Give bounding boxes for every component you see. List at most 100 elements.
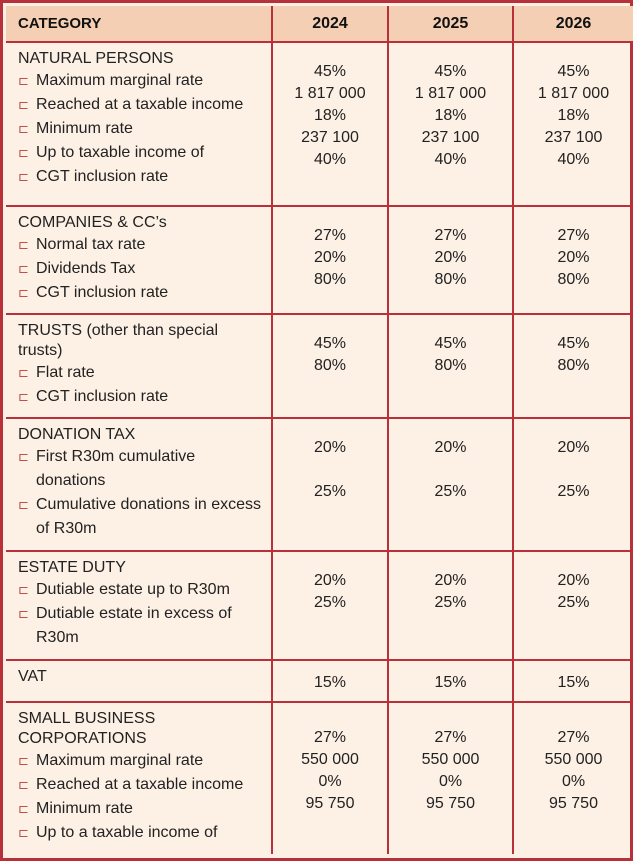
rate-value: 40% <box>313 151 347 168</box>
bracket-bullet-icon: ⊏ <box>18 237 29 252</box>
list-item: ⊏ Up to a taxable income of <box>18 821 267 845</box>
rate-value: 15% <box>434 674 467 691</box>
item-label: Reached at a taxable income <box>36 96 244 113</box>
rate-value: 0% <box>318 773 342 790</box>
bracket-bullet-icon: ⊏ <box>18 582 29 597</box>
rate-value: 27% <box>557 227 590 244</box>
bracket-bullet-icon: ⊏ <box>18 777 29 792</box>
table-row: SMALL BUSINESS CORPORATIONS ⊏ Maximum margi… <box>6 702 633 854</box>
header-year-2025: 2025 <box>388 6 514 43</box>
rate-value: 20% <box>557 439 590 456</box>
table-row: ESTATE DUTY ⊏ Dutiable estate up to R30m ⊏ D… <box>6 551 633 661</box>
list-item: ⊏ CGT inclusion rate <box>18 165 267 189</box>
bracket-bullet-icon: ⊏ <box>18 449 29 464</box>
item-label: Maximum marginal rate <box>36 72 204 89</box>
category-heading: COMPANIES & CC’s <box>18 214 167 231</box>
category-heading: ESTATE DUTY <box>18 559 126 576</box>
rate-value: 20% <box>434 572 467 589</box>
list-item: ⊏ Minimum rate <box>18 117 267 141</box>
item-label: Flat rate <box>36 364 95 381</box>
bracket-bullet-icon: ⊏ <box>18 285 29 300</box>
rate-value: 45% <box>313 63 347 80</box>
rate-value: 45% <box>557 63 590 80</box>
rate-value: 20% <box>557 249 590 266</box>
rate-value: 80% <box>557 357 590 374</box>
rate-value: 80% <box>434 357 467 374</box>
value-cell-2026: 45% 1 817 000 18% 237 100 40% <box>513 42 633 207</box>
rate-value: 18% <box>434 107 467 124</box>
value-cell-2024: 27% 550 000 0% 95 750 <box>272 702 389 854</box>
rate-value: 40% <box>557 151 590 168</box>
list-item: ⊏ Dividends Tax <box>18 257 267 281</box>
value-cell-2025: 20% 25% <box>388 418 514 552</box>
category-cell-estate-duty: ESTATE DUTY ⊏ Dutiable estate up to R30m ⊏ D… <box>6 551 273 661</box>
rate-value: 25% <box>557 594 590 611</box>
item-label: Dividends Tax <box>36 260 136 277</box>
list-item: ⊏ Up to taxable income of <box>18 141 267 165</box>
category-heading: TRUSTS (other than special <box>18 322 219 339</box>
rate-value: 237 100 <box>301 129 359 146</box>
table-row: DONATION TAX ⊏ First R30m cumulative donati… <box>6 418 633 552</box>
item-label: Minimum rate <box>36 800 133 817</box>
table-body: NATURAL PERSONS ⊏ Maximum marginal rate ⊏ Re… <box>6 42 633 854</box>
rate-value: 25% <box>434 594 467 611</box>
rate-value: 45% <box>434 63 467 80</box>
rate-value: 27% <box>313 729 347 746</box>
item-label: of R30m <box>36 520 97 537</box>
rate-value: 20% <box>434 439 467 456</box>
table-row: VAT 15% 15% 15% <box>6 660 633 703</box>
value-cell-2024: 20% 25% <box>272 418 389 552</box>
item-label: CGT inclusion rate <box>36 284 169 301</box>
table-row: COMPANIES & CC’s ⊏ Normal tax rate ⊏ Dividen… <box>6 206 633 315</box>
list-item: ⊏ Cumulative donations in excess of R30m <box>18 493 267 541</box>
item-label: Cumulative donations in excess <box>36 496 262 513</box>
rate-value: 0% <box>438 773 463 790</box>
item-label: Reached at a taxable income <box>36 776 244 793</box>
item-label: First R30m cumulative <box>36 448 196 465</box>
category-heading: VAT <box>18 668 47 685</box>
rate-value: 25% <box>313 483 347 500</box>
category-cell-vat: VAT <box>6 660 273 703</box>
category-cell-natural-persons: NATURAL PERSONS ⊏ Maximum marginal rate ⊏ Re… <box>6 42 273 207</box>
item-label: Maximum marginal rate <box>36 752 204 769</box>
rate-value: 95 750 <box>549 795 598 812</box>
rate-value: 80% <box>313 357 347 374</box>
value-cell-2024: 20% 25% <box>272 551 389 661</box>
category-heading: CORPORATIONS <box>18 730 147 747</box>
value-cell-2026: 27% 550 000 0% 95 750 <box>513 702 633 854</box>
rate-value: 20% <box>313 249 347 266</box>
bracket-bullet-icon: ⊏ <box>18 97 29 112</box>
list-item: ⊏ CGT inclusion rate <box>18 281 267 305</box>
bracket-bullet-icon: ⊏ <box>18 261 29 276</box>
value-cell-2026: 15% <box>513 660 633 703</box>
list-item: ⊏ Flat rate <box>18 361 267 385</box>
rate-value: 95 750 <box>305 795 355 812</box>
value-cell-2025: 27% 550 000 0% 95 750 <box>388 702 514 854</box>
value-cell-2026: 20% 25% <box>513 418 633 552</box>
category-heading: DONATION TAX <box>18 426 136 443</box>
tax-rates-table: CATEGORY 2024 2025 2026 NATURAL PERSONS ⊏… <box>6 6 633 854</box>
table-row: TRUSTS (other than special trusts) ⊏ Flat r… <box>6 314 633 419</box>
category-heading: trusts) <box>18 342 63 359</box>
bracket-bullet-icon: ⊏ <box>18 121 29 136</box>
rate-value: 25% <box>313 594 347 611</box>
rate-value: 1 817 000 <box>414 85 487 102</box>
rate-value: 18% <box>557 107 590 124</box>
category-heading: NATURAL PERSONS <box>18 50 174 67</box>
item-label: Normal tax rate <box>36 236 146 253</box>
bracket-bullet-icon: ⊏ <box>18 801 29 816</box>
value-cell-2025: 15% <box>388 660 514 703</box>
list-item: ⊏ First R30m cumulative donations <box>18 445 267 493</box>
rate-value: 80% <box>557 271 590 288</box>
header-year-2024: 2024 <box>272 6 389 43</box>
value-cell-2025: 45% 1 817 000 18% 237 100 40% <box>388 42 514 207</box>
item-label: CGT inclusion rate <box>36 388 169 405</box>
category-cell-companies: COMPANIES & CC’s ⊏ Normal tax rate ⊏ Dividen… <box>6 206 273 315</box>
category-cell-small-business: SMALL BUSINESS CORPORATIONS ⊏ Maximum margi… <box>6 702 273 854</box>
rate-value: 27% <box>557 729 590 746</box>
bracket-bullet-icon: ⊏ <box>18 497 29 512</box>
category-cell-trusts: TRUSTS (other than special trusts) ⊏ Flat r… <box>6 314 273 419</box>
list-item: ⊏ Reached at a taxable income <box>18 93 267 117</box>
category-heading: SMALL BUSINESS <box>18 710 156 727</box>
item-label: Dutiable estate up to R30m <box>36 581 230 598</box>
